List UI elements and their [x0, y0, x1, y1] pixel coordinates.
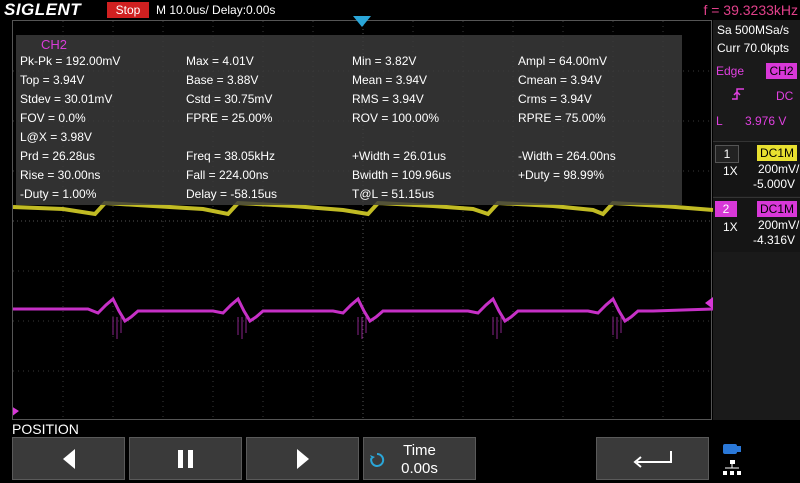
timebase-readout: M 10.0us/ Delay:0.00s — [156, 3, 276, 17]
usb-icon — [722, 442, 742, 461]
channel-2-probe: 1X — [723, 220, 738, 234]
meas-freq: Freq = 38.05kHz — [186, 149, 276, 163]
meas-nduty: -Duty = 1.00% — [20, 187, 97, 201]
meas-rpre: RPRE = 75.00% — [518, 111, 606, 125]
meas-cstd: Cstd = 30.75mV — [186, 92, 273, 106]
channel-2-coupling: DC1M — [757, 201, 797, 217]
channel-2-offset: -4.316V — [753, 233, 796, 247]
memory-depth: Curr 70.0kpts — [717, 41, 790, 55]
meas-rms: RMS = 3.94V — [352, 92, 424, 106]
left-arrow-icon — [62, 448, 75, 469]
trigger-position-marker[interactable] — [353, 16, 371, 27]
channel-1-offset: -5.000V — [753, 177, 796, 191]
meas-prd: Prd = 26.28us — [20, 149, 96, 163]
channel-1-number: 1 — [715, 145, 739, 163]
network-icon — [722, 460, 742, 483]
position-right-button[interactable] — [246, 437, 359, 480]
meas-pduty: +Duty = 98.99% — [518, 168, 605, 182]
right-status-panel: Sa 500MSa/s Curr 70.0kpts Edge CH2 DC L … — [713, 20, 800, 420]
meas-delay: Delay = -58.15us — [186, 187, 278, 201]
channel-1-box[interactable]: 1 DC1M 1X 200mV/ -5.000V — [713, 141, 800, 196]
softkey-menu-title: POSITION — [12, 421, 79, 437]
channel-1-coupling: DC1M — [757, 145, 797, 161]
meas-ampl: Ampl = 64.00mV — [518, 54, 608, 68]
frequency-counter: f = 39.3233kHz — [703, 2, 798, 18]
ch2-ground-marker — [13, 407, 19, 416]
trigger-level-value: 3.976 V — [745, 114, 787, 128]
meas-crms: Crms = 3.94V — [518, 92, 592, 106]
meas-cmean: Cmean = 3.94V — [518, 73, 602, 87]
meas-bwidth: Bwidth = 109.96us — [352, 168, 452, 182]
trigger-type[interactable]: Edge — [716, 64, 745, 78]
trigger-level-marker — [705, 297, 713, 309]
return-arrow-icon — [597, 438, 708, 479]
sample-rate: Sa 500MSa/s — [717, 23, 790, 37]
trigger-level-label: L — [716, 114, 723, 128]
meas-pkpk: Pk-Pk = 192.00mV — [20, 54, 121, 68]
trigger-source[interactable]: CH2 — [766, 63, 797, 79]
meas-rov: ROV = 100.00% — [352, 111, 440, 125]
meas-fpre: FPRE = 25.00% — [186, 111, 273, 125]
meas-fall: Fall = 224.00ns — [186, 168, 269, 182]
meas-stdev: Stdev = 30.01mV — [20, 92, 113, 106]
meas-fov: FOV = 0.0% — [20, 111, 86, 125]
ch2-trace — [13, 296, 713, 324]
meas-mean: Mean = 3.94V — [352, 73, 428, 87]
meas-max: Max = 4.01V — [186, 54, 254, 68]
run-stop-indicator[interactable]: Stop — [107, 2, 149, 18]
meas-top: Top = 3.94V — [20, 73, 85, 87]
channel-1-probe: 1X — [723, 164, 738, 178]
meas-nwidth: -Width = 264.00ns — [518, 149, 616, 163]
pause-button[interactable] — [129, 437, 242, 480]
rising-edge-icon — [731, 87, 745, 104]
trigger-coupling: DC — [776, 89, 794, 103]
pause-icon — [178, 449, 193, 468]
measurement-source-title: CH2 — [41, 37, 68, 52]
top-status-bar: SIGLENT Stop M 10.0us/ Delay:0.00s f = 3… — [0, 0, 800, 20]
meas-min: Min = 3.82V — [352, 54, 417, 68]
meas-tatl: T@L = 51.15us — [352, 187, 435, 201]
measurement-panel: CH2 Pk-Pk = 192.00mV Max = 4.01V Min = 3… — [16, 35, 682, 205]
return-button[interactable] — [596, 437, 709, 480]
brand-logo: SIGLENT — [4, 0, 82, 19]
meas-lx: L@X = 3.98V — [20, 130, 92, 144]
meas-rise: Rise = 30.00ns — [20, 168, 101, 182]
channel-2-box[interactable]: 2 DC1M 1X 200mV/ -4.316V — [713, 197, 800, 252]
channel-2-number: 2 — [715, 201, 737, 217]
channel-1-scale: 200mV/ — [758, 162, 800, 176]
meas-pwidth: +Width = 26.01us — [352, 149, 447, 163]
time-label: Time — [403, 442, 436, 459]
channel-2-scale: 200mV/ — [758, 218, 800, 232]
time-position-button[interactable]: Time 0.00s — [363, 437, 476, 480]
time-value: 0.00s — [401, 460, 438, 477]
meas-base: Base = 3.88V — [186, 73, 259, 87]
rotate-knob-icon — [369, 452, 385, 473]
right-arrow-icon — [296, 448, 309, 469]
position-left-button[interactable] — [12, 437, 125, 480]
